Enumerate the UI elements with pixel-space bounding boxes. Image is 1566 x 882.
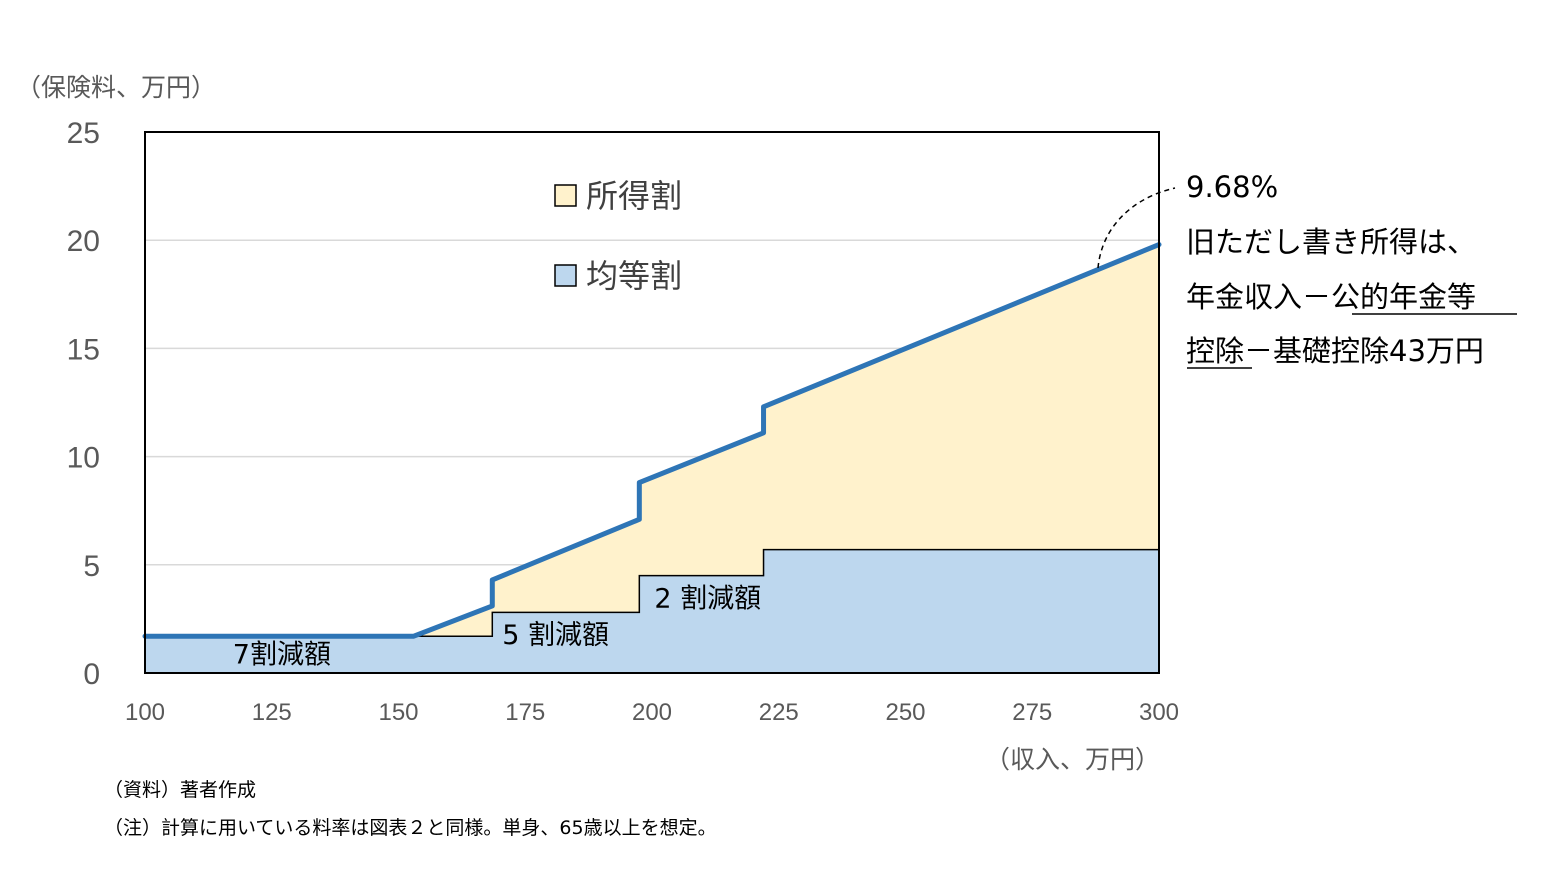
reduction-label-0: 7割減額 <box>233 640 331 671</box>
legend-label-equal: 均等割 <box>586 257 682 295</box>
y-tick-5: 5 <box>83 550 100 583</box>
source-note: （資料）著者作成 <box>104 779 256 801</box>
x-tick-250: 250 <box>885 699 925 726</box>
total-premium-line <box>142 242 1162 639</box>
y-tick-15: 15 <box>67 333 100 366</box>
y-tick-20: 20 <box>67 225 100 258</box>
equal-share-step-line <box>145 548 1159 637</box>
leader-line <box>1097 187 1176 269</box>
footnote: （注）計算に用いている料率は図表２と同様。単身、65歳以上を想定。 <box>104 817 717 839</box>
total-line-layer <box>142 242 1162 639</box>
reduction-label-2: 2 割減額 <box>654 583 761 614</box>
legend: 所得割 均等割 <box>554 177 682 295</box>
legend-swatch-equal <box>554 264 577 287</box>
reduction-label-1: 5 割減額 <box>502 620 609 651</box>
x-tick-labels: 100 125 150 175 200 225 250 275 300 <box>125 699 1179 726</box>
plot-frame <box>144 131 1160 674</box>
y-tick-25: 25 <box>67 117 100 150</box>
legend-label-income: 所得割 <box>586 177 682 215</box>
x-tick-100: 100 <box>125 699 165 726</box>
rate-note: 9.68% 旧ただし書き所得は、 年金収入－公的年金等 控除－基礎控除43万円 <box>1097 170 1517 369</box>
area-equal-share <box>145 549 1159 673</box>
y-tick-10: 10 <box>67 442 100 475</box>
y-tick-0: 0 <box>83 658 100 691</box>
area-income-based <box>145 244 1159 637</box>
reduction-labels: 7割減額 5 割減額 2 割減額 <box>233 583 761 670</box>
x-tick-225: 225 <box>759 699 799 726</box>
y-axis-label: （保険料、万円） <box>16 73 216 102</box>
x-tick-275: 275 <box>1012 699 1052 726</box>
x-tick-175: 175 <box>505 699 545 726</box>
x-axis-label: （収入、万円） <box>985 745 1160 774</box>
legend-swatch-income <box>554 184 577 207</box>
y-tick-labels: 0 5 10 15 20 25 <box>67 117 100 691</box>
x-tick-125: 125 <box>252 699 292 726</box>
rate-value: 9.68% <box>1186 170 1278 204</box>
x-tick-300: 300 <box>1139 699 1179 726</box>
x-tick-200: 200 <box>632 699 672 726</box>
step-outline <box>145 548 1159 637</box>
x-tick-150: 150 <box>378 699 418 726</box>
rate-note-line-2: 年金収入－公的年金等 <box>1186 280 1476 314</box>
area-layers <box>145 244 1159 673</box>
rate-note-line-1: 旧ただし書き所得は、 <box>1186 225 1476 259</box>
rate-note-line-3: 控除－基礎控除43万円 <box>1186 334 1484 368</box>
